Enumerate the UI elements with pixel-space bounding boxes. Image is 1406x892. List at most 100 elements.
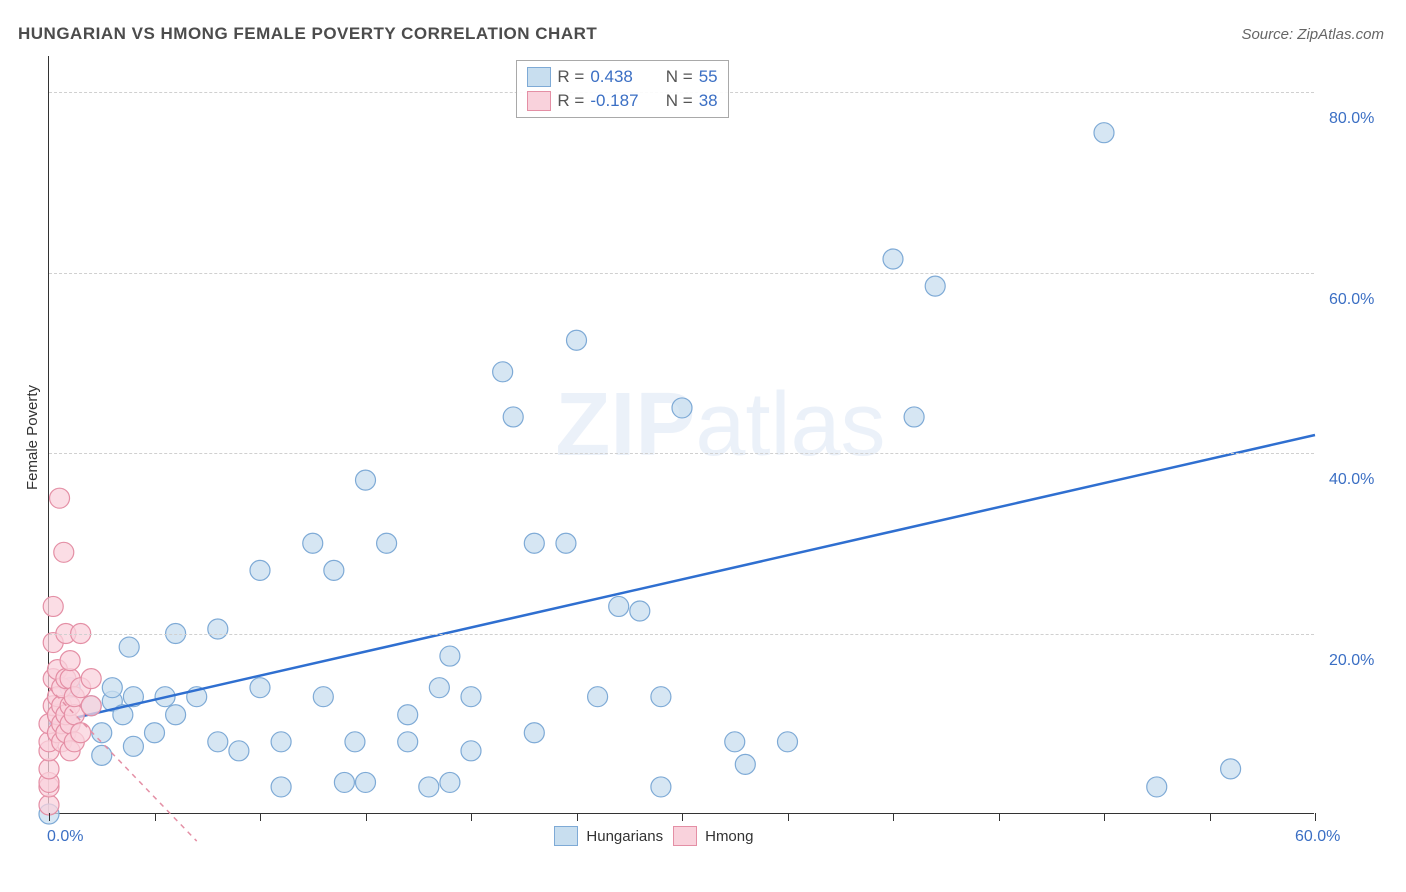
data-point bbox=[651, 777, 671, 797]
data-point bbox=[345, 732, 365, 752]
stats-n-label: N = bbox=[656, 91, 692, 111]
data-point bbox=[556, 533, 576, 553]
x-tick bbox=[260, 813, 261, 821]
data-point bbox=[208, 732, 228, 752]
data-point bbox=[725, 732, 745, 752]
legend-item: Hungarians bbox=[554, 826, 663, 846]
legend-swatch bbox=[527, 67, 551, 87]
data-point bbox=[419, 777, 439, 797]
data-point bbox=[567, 330, 587, 350]
data-point bbox=[145, 723, 165, 743]
stats-r-value: 0.438 bbox=[590, 67, 650, 87]
x-tick bbox=[788, 813, 789, 821]
data-point bbox=[39, 795, 59, 815]
stats-r-label: R = bbox=[557, 91, 584, 111]
stats-n-value: 38 bbox=[699, 91, 718, 111]
data-point bbox=[250, 560, 270, 580]
data-point bbox=[440, 646, 460, 666]
data-point bbox=[461, 687, 481, 707]
legend-swatch bbox=[554, 826, 578, 846]
data-point bbox=[461, 741, 481, 761]
data-point bbox=[883, 249, 903, 269]
y-tick-label: 80.0% bbox=[1329, 110, 1374, 128]
stats-n-value: 55 bbox=[699, 67, 718, 87]
x-tick bbox=[893, 813, 894, 821]
data-point bbox=[503, 407, 523, 427]
data-point bbox=[92, 745, 112, 765]
data-point bbox=[71, 723, 91, 743]
x-tick bbox=[366, 813, 367, 821]
legend-label: Hungarians bbox=[586, 828, 663, 845]
data-point bbox=[303, 533, 323, 553]
x-label-left: 0.0% bbox=[47, 828, 83, 846]
y-tick-label: 60.0% bbox=[1329, 291, 1374, 309]
data-point bbox=[377, 533, 397, 553]
data-point bbox=[588, 687, 608, 707]
y-tick-label: 40.0% bbox=[1329, 471, 1374, 489]
trend-line bbox=[49, 435, 1315, 724]
data-point bbox=[651, 687, 671, 707]
x-tick bbox=[1315, 813, 1316, 821]
stats-legend-row: R = 0.438 N = 55 bbox=[527, 65, 717, 89]
data-point bbox=[493, 362, 513, 382]
data-point bbox=[524, 723, 544, 743]
x-tick bbox=[155, 813, 156, 821]
data-point bbox=[524, 533, 544, 553]
data-point bbox=[778, 732, 798, 752]
legend-item: Hmong bbox=[673, 826, 753, 846]
legend-label: Hmong bbox=[705, 828, 753, 845]
data-point bbox=[92, 723, 112, 743]
x-tick bbox=[577, 813, 578, 821]
data-point bbox=[166, 705, 186, 725]
x-tick bbox=[1210, 813, 1211, 821]
data-point bbox=[630, 601, 650, 621]
legend-swatch bbox=[673, 826, 697, 846]
data-point bbox=[123, 736, 143, 756]
source-attribution: Source: ZipAtlas.com bbox=[1241, 26, 1384, 43]
data-point bbox=[356, 470, 376, 490]
x-tick bbox=[49, 813, 50, 821]
data-point bbox=[39, 759, 59, 779]
data-point bbox=[119, 637, 139, 657]
gridline bbox=[49, 453, 1314, 454]
chart-title: HUNGARIAN VS HMONG FEMALE POVERTY CORREL… bbox=[18, 24, 597, 44]
data-point bbox=[102, 678, 122, 698]
data-point bbox=[672, 398, 692, 418]
x-tick bbox=[1104, 813, 1105, 821]
stats-r-label: R = bbox=[557, 67, 584, 87]
data-point bbox=[271, 732, 291, 752]
plot-svg bbox=[49, 56, 1314, 813]
data-point bbox=[735, 754, 755, 774]
data-point bbox=[429, 678, 449, 698]
data-point bbox=[1094, 123, 1114, 143]
x-tick bbox=[682, 813, 683, 821]
y-axis-label: Female Poverty bbox=[24, 385, 41, 490]
data-point bbox=[81, 669, 101, 689]
x-tick bbox=[999, 813, 1000, 821]
stats-legend: R = 0.438 N = 55 R = -0.187 N = 38 bbox=[516, 60, 728, 118]
data-point bbox=[334, 772, 354, 792]
data-point bbox=[50, 488, 70, 508]
data-point bbox=[904, 407, 924, 427]
data-point bbox=[250, 678, 270, 698]
x-tick bbox=[471, 813, 472, 821]
data-point bbox=[229, 741, 249, 761]
stats-legend-row: R = -0.187 N = 38 bbox=[527, 89, 717, 113]
data-point bbox=[1147, 777, 1167, 797]
data-point bbox=[398, 705, 418, 725]
data-point bbox=[324, 560, 344, 580]
gridline bbox=[49, 273, 1314, 274]
data-point bbox=[54, 542, 74, 562]
scatter-plot-area: ZIPatlas 20.0%40.0%60.0%80.0%0.0%60.0% bbox=[48, 56, 1314, 814]
data-point bbox=[313, 687, 333, 707]
data-point bbox=[398, 732, 418, 752]
data-point bbox=[609, 596, 629, 616]
data-point bbox=[81, 696, 101, 716]
gridline bbox=[49, 634, 1314, 635]
legend-swatch bbox=[527, 91, 551, 111]
data-point bbox=[925, 276, 945, 296]
data-point bbox=[271, 777, 291, 797]
stats-r-value: -0.187 bbox=[590, 91, 650, 111]
data-point bbox=[43, 596, 63, 616]
x-label-right: 60.0% bbox=[1295, 828, 1340, 846]
